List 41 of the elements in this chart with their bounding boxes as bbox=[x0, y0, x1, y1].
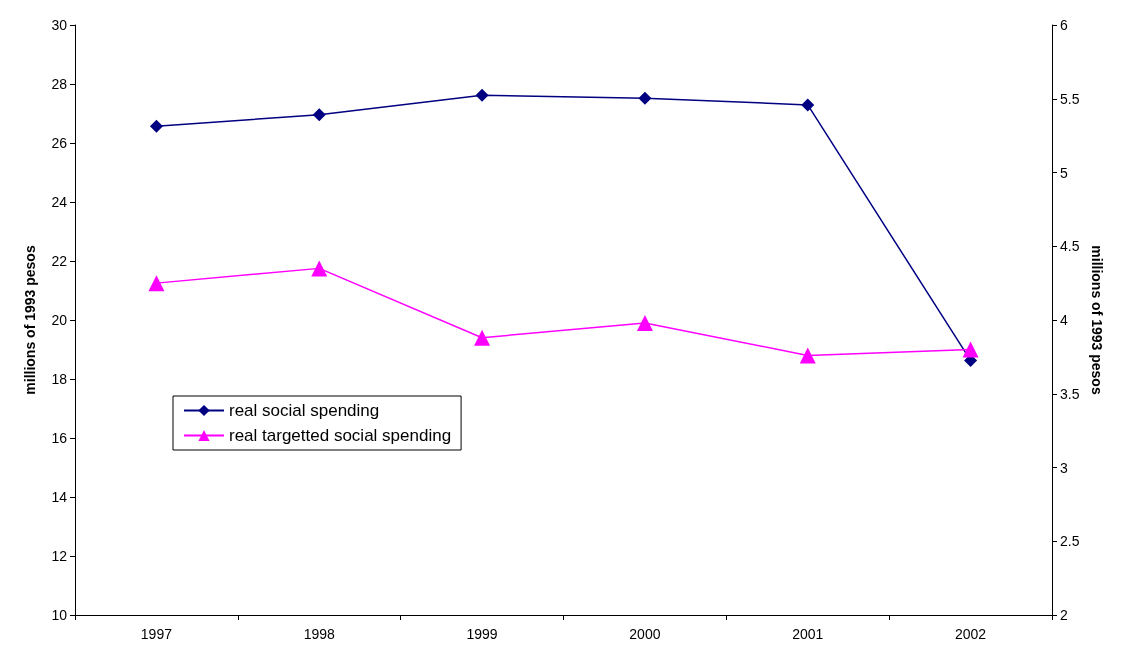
point bbox=[801, 98, 815, 112]
y2-tick-label: 3 bbox=[1060, 459, 1068, 476]
point bbox=[636, 314, 653, 331]
y2-tick-label: 6 bbox=[1060, 17, 1068, 33]
y2-tick-label: 2 bbox=[1060, 607, 1068, 623]
y-tick-label: 14 bbox=[51, 489, 68, 505]
point bbox=[962, 341, 979, 358]
point bbox=[149, 119, 163, 133]
point bbox=[311, 260, 328, 277]
y2-tick-label: 4.5 bbox=[1060, 238, 1080, 255]
y-tick-label: 18 bbox=[51, 371, 68, 387]
y-tick-label: 30 bbox=[51, 17, 68, 33]
point bbox=[638, 91, 652, 105]
x-tick-label: 1999 bbox=[466, 626, 498, 642]
y-tick-label: 26 bbox=[51, 135, 68, 151]
point bbox=[475, 88, 489, 102]
point bbox=[312, 108, 326, 122]
y2-axis-title: millions of 1993 pesos bbox=[1089, 245, 1106, 395]
y2-tick-label: 5.5 bbox=[1060, 90, 1080, 107]
legend-label: real targetted social spending bbox=[229, 426, 452, 445]
y-tick-label: 16 bbox=[51, 430, 68, 446]
y-tick-label: 24 bbox=[51, 194, 68, 210]
x-tick-label: 2000 bbox=[629, 626, 661, 642]
y2-tick-label: 2.5 bbox=[1060, 533, 1080, 550]
y2-tick-label: 5 bbox=[1060, 164, 1068, 181]
y2-tick-label: 4 bbox=[1060, 312, 1068, 328]
x-tick-label: 1998 bbox=[303, 626, 336, 642]
point bbox=[474, 329, 491, 346]
x-tick-label: 1997 bbox=[140, 626, 173, 642]
y-axis-title: millions of 1993 pesos bbox=[22, 245, 38, 395]
point bbox=[148, 275, 165, 292]
legend-label: real social spending bbox=[229, 401, 380, 420]
point bbox=[799, 347, 816, 364]
y-tick-label: 22 bbox=[51, 253, 68, 269]
y-tick-label: 20 bbox=[51, 312, 68, 328]
x-tick-label: 2002 bbox=[955, 626, 987, 642]
y-tick-label: 28 bbox=[51, 76, 68, 92]
y-tick-label: 12 bbox=[51, 548, 68, 564]
y2-tick-label: 3.5 bbox=[1060, 385, 1080, 402]
y-tick-label: 10 bbox=[51, 607, 68, 623]
x-tick-label: 2001 bbox=[792, 626, 824, 642]
